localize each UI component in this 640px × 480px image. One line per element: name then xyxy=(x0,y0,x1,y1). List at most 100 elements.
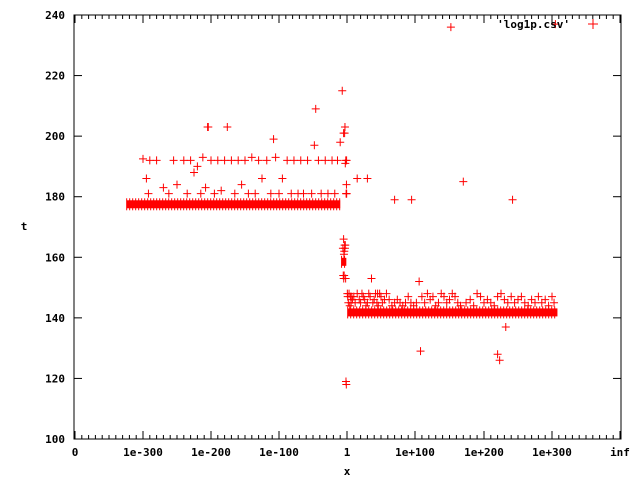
data-point xyxy=(269,135,278,144)
tick-labels: 100 120 140 160 180 200 220 240 0 1e-300 1e-200 1e-… xyxy=(45,9,630,459)
data-point xyxy=(241,156,249,165)
data-point xyxy=(314,156,323,165)
legend-marker xyxy=(588,19,598,29)
x-tick-label: 0 xyxy=(72,446,79,459)
data-bands xyxy=(126,198,558,319)
data-point xyxy=(220,156,229,165)
data-point xyxy=(244,189,253,198)
data-point xyxy=(366,292,375,301)
data-point xyxy=(247,153,256,162)
data-points xyxy=(139,20,560,389)
data-point xyxy=(382,289,391,298)
data-point xyxy=(303,156,312,165)
data-point xyxy=(339,235,348,244)
legend-label: 'log1p.csv' xyxy=(497,18,570,31)
data-point xyxy=(275,189,283,198)
x-tick-label: 1e-200 xyxy=(191,446,231,459)
y-tick-label: 160 xyxy=(45,251,65,264)
data-point xyxy=(299,189,308,198)
y-tick-label: 240 xyxy=(45,9,65,22)
y-axis-label: t xyxy=(21,220,28,233)
legend: 'log1p.csv' xyxy=(497,18,598,31)
data-point xyxy=(336,138,345,147)
data-point xyxy=(459,177,468,186)
data-point xyxy=(342,180,351,189)
data-point xyxy=(493,350,502,359)
data-point xyxy=(353,174,362,183)
x-tick-label: inf xyxy=(610,446,630,459)
x-tick-label: 1e-100 xyxy=(259,446,299,459)
data-point xyxy=(456,301,465,310)
data-point xyxy=(173,180,181,189)
axis-ticks xyxy=(74,14,621,440)
data-point xyxy=(333,156,342,165)
data-band xyxy=(341,257,347,266)
data-point xyxy=(223,123,232,132)
data-point xyxy=(508,195,517,204)
data-band xyxy=(126,200,341,209)
data-point xyxy=(196,189,205,198)
data-point xyxy=(340,129,349,138)
data-point xyxy=(271,153,280,162)
data-point xyxy=(289,156,298,165)
data-point xyxy=(254,156,263,165)
data-point xyxy=(446,23,455,32)
data-point xyxy=(517,292,526,301)
y-tick-label: 180 xyxy=(45,191,65,204)
data-point xyxy=(338,86,347,95)
data-point xyxy=(330,189,339,198)
data-point xyxy=(190,168,198,177)
data-point xyxy=(207,156,215,165)
y-tick-label: 220 xyxy=(45,70,65,83)
data-point xyxy=(237,180,246,189)
y-tick-label: 120 xyxy=(45,372,65,385)
data-point xyxy=(169,156,178,165)
data-point xyxy=(341,274,350,283)
data-point xyxy=(227,156,236,165)
data-point xyxy=(497,289,505,298)
data-point xyxy=(495,356,504,365)
x-tick-label: 1e+300 xyxy=(532,446,572,459)
data-point xyxy=(501,322,510,331)
data-point xyxy=(139,154,147,163)
data-point xyxy=(342,380,351,389)
data-point xyxy=(462,298,471,307)
data-point xyxy=(210,189,219,198)
data-point xyxy=(466,295,475,304)
x-tick-label: 1e+100 xyxy=(395,446,435,459)
y-tick-label: 200 xyxy=(45,130,65,143)
data-point xyxy=(198,153,207,162)
data-point xyxy=(179,156,188,165)
data-point xyxy=(390,195,399,204)
data-point xyxy=(469,301,478,310)
plot-frame xyxy=(73,14,622,440)
data-point xyxy=(428,292,437,301)
data-point xyxy=(548,292,556,301)
data-point xyxy=(420,298,429,307)
data-point xyxy=(367,274,376,283)
data-point xyxy=(164,189,173,198)
data-point xyxy=(258,174,266,183)
data-point xyxy=(152,156,161,165)
data-point xyxy=(541,295,550,304)
data-point xyxy=(193,162,202,171)
data-point xyxy=(439,292,448,301)
data-point xyxy=(507,292,516,301)
y-tick-label: 100 xyxy=(45,433,65,446)
data-point xyxy=(415,277,424,286)
data-point xyxy=(544,301,553,310)
data-point xyxy=(310,141,319,150)
data-point xyxy=(373,289,382,298)
data-point xyxy=(407,195,416,204)
data-point xyxy=(550,298,559,307)
data-point xyxy=(385,295,394,304)
data-point xyxy=(412,298,421,307)
data-point xyxy=(417,292,426,301)
data-point xyxy=(551,20,560,29)
data-point xyxy=(311,104,320,113)
data-point xyxy=(416,347,425,356)
data-point xyxy=(524,301,533,310)
data-point xyxy=(307,189,316,198)
data-point xyxy=(476,292,485,301)
